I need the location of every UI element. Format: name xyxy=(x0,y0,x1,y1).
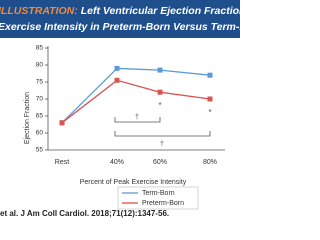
annotation: † xyxy=(160,141,164,148)
bracket xyxy=(114,131,211,137)
data-point xyxy=(114,77,120,83)
header-title-1: Left Ventricular Ejection Fraction Wi xyxy=(81,5,240,17)
y-tick-label: 75 xyxy=(36,79,44,86)
header-title: ILLUSTRATION: Left Ventricular Ejection F… xyxy=(0,5,240,17)
y-tick-label: 85 xyxy=(36,45,44,52)
y-tick-label: 80 xyxy=(36,62,44,69)
figure: ILLUSTRATION: Left Ventricular Ejection F… xyxy=(0,0,240,219)
header-label: ILLUSTRATION: xyxy=(0,5,78,17)
annotation: * xyxy=(208,108,211,117)
series-line xyxy=(61,67,211,124)
data-point xyxy=(207,96,213,102)
header-title-2: Exercise Intensity in Preterm-Born Versu… xyxy=(0,21,240,33)
citation: et al. J Am Coll Cardiol. 2018;71(12):13… xyxy=(0,209,169,218)
data-point xyxy=(157,67,163,73)
x-tick-label: 60% xyxy=(153,159,167,166)
bracket xyxy=(114,117,161,123)
legend-label: Preterm-Born xyxy=(142,200,184,207)
data-point xyxy=(59,120,65,126)
legend-label: Term-Born xyxy=(142,190,175,197)
y-axis-label: Ejection Fraction xyxy=(24,92,31,144)
x-tick-label: 40% xyxy=(110,159,124,166)
data-point xyxy=(157,89,163,95)
annotation: † xyxy=(135,114,139,121)
header-band xyxy=(0,0,240,38)
x-axis-label: Percent of Peak Exercise Intensity xyxy=(80,179,187,186)
series-line xyxy=(61,79,211,124)
x-tick-label: Rest xyxy=(55,159,69,166)
data-point xyxy=(207,72,213,78)
data-point xyxy=(114,65,120,71)
annotation: * xyxy=(158,101,161,110)
y-tick-label: 65 xyxy=(36,113,44,120)
y-tick-label: 70 xyxy=(36,96,44,103)
y-tick-label: 60 xyxy=(36,130,44,137)
x-tick-label: 80% xyxy=(203,159,217,166)
y-tick-label: 55 xyxy=(36,147,44,154)
